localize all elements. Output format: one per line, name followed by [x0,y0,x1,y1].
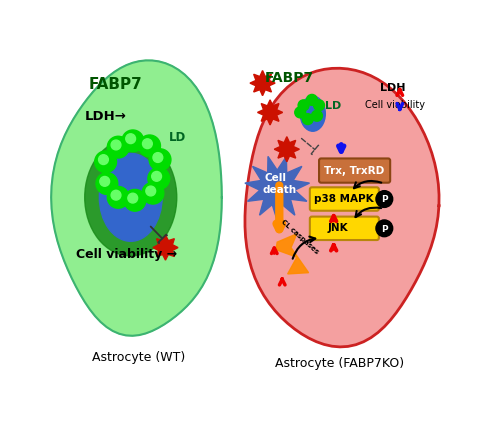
Circle shape [100,176,110,186]
FancyBboxPatch shape [319,159,390,183]
Text: Trx, TrxRD: Trx, TrxRD [324,166,384,176]
Circle shape [142,182,164,204]
Circle shape [126,134,136,144]
Circle shape [98,155,108,165]
Circle shape [108,136,129,158]
Text: Cell: Cell [264,173,286,184]
FancyBboxPatch shape [310,187,379,211]
Circle shape [111,190,121,200]
Polygon shape [51,60,222,336]
Polygon shape [245,68,439,347]
Text: Astrocyte (WT): Astrocyte (WT) [92,351,186,363]
Polygon shape [258,100,282,125]
Circle shape [295,107,306,118]
Circle shape [298,100,309,111]
Circle shape [124,190,146,211]
Ellipse shape [300,96,326,131]
Circle shape [146,186,156,196]
Circle shape [148,167,170,190]
Circle shape [96,173,118,195]
Circle shape [128,193,138,203]
Text: LD: LD [326,101,342,112]
Circle shape [376,220,392,237]
Circle shape [122,130,144,152]
Polygon shape [245,156,310,220]
Circle shape [138,135,160,157]
Circle shape [302,114,313,125]
Circle shape [111,140,121,150]
Text: JNK: JNK [328,223,348,233]
Polygon shape [274,137,299,162]
Circle shape [314,100,324,111]
Circle shape [306,95,318,105]
Circle shape [149,149,171,170]
Polygon shape [276,234,308,274]
Text: CL caspases: CL caspases [280,218,320,255]
Circle shape [376,191,392,207]
Circle shape [108,187,129,208]
Text: P: P [381,195,388,204]
Polygon shape [250,70,275,96]
Text: LDH: LDH [380,83,405,93]
Text: Cell viability: Cell viability [365,100,425,110]
Text: LD: LD [168,131,186,144]
Text: FABP7: FABP7 [89,77,142,92]
Text: FABP7: FABP7 [264,71,314,85]
Text: P: P [381,225,388,234]
Text: death: death [262,185,296,195]
Polygon shape [153,235,178,260]
Circle shape [312,110,322,121]
Circle shape [152,171,162,181]
Text: Cell viability →: Cell viability → [76,248,178,261]
Circle shape [95,151,116,173]
Ellipse shape [84,139,177,256]
Text: p38 MAPK: p38 MAPK [314,194,374,204]
FancyBboxPatch shape [310,217,379,240]
Ellipse shape [100,153,162,241]
Circle shape [153,153,163,162]
Text: Astrocyte (FABP7KO): Astrocyte (FABP7KO) [276,357,404,370]
Circle shape [142,139,152,148]
Text: LDH→: LDH→ [84,110,126,123]
